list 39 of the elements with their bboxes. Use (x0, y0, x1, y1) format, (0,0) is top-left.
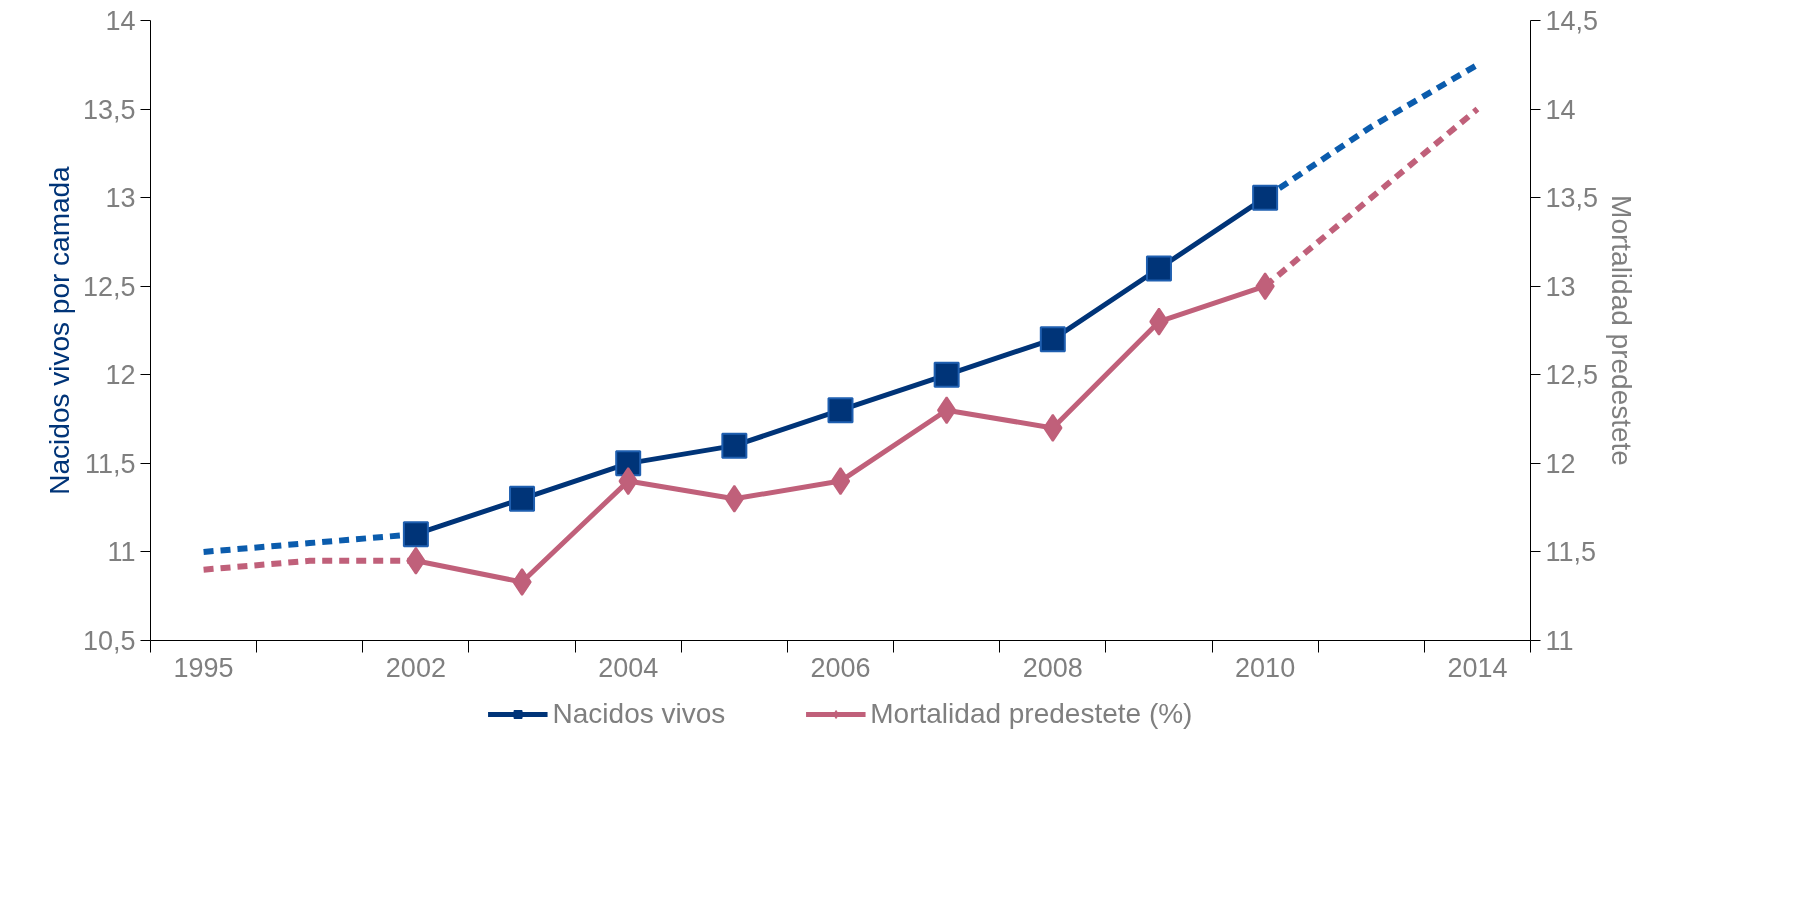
point (1252, 184, 1279, 211)
x-tick-label: 2014 (1447, 652, 1508, 683)
y-tick-label: 14 (105, 6, 136, 36)
point (509, 485, 536, 512)
y2-tick-label: 12 (1545, 448, 1576, 479)
point (830, 467, 851, 496)
point (827, 397, 854, 424)
y-tick-label: 10,5 (82, 626, 136, 656)
x-tick-label: 1995 (173, 652, 234, 683)
y2-tick-label: 14,5 (1545, 6, 1599, 36)
y2-tick-label: 11 (1545, 626, 1574, 656)
y-tick-label: 13 (105, 183, 136, 214)
point (402, 521, 429, 548)
legend-label: Mortalidad predestete (%) (870, 698, 1193, 730)
y-tick-label: 12,5 (82, 271, 136, 302)
point (721, 432, 748, 459)
x-tick-label: 2010 (1235, 652, 1296, 683)
point (615, 450, 642, 477)
y-axis-title: Nacidos vivos por camada (43, 165, 75, 495)
point (1039, 326, 1066, 353)
y-tick-label: 11 (107, 537, 136, 568)
y2-tick-label: 13,5 (1545, 183, 1599, 214)
point (1145, 255, 1172, 282)
x-tick-label: 2008 (1022, 652, 1083, 683)
x-tick-label: 2002 (385, 652, 446, 683)
legend-label: Nacidos vivos (552, 698, 726, 730)
x-tick-label: 2004 (598, 652, 659, 683)
y2-tick-label: 12,5 (1545, 360, 1599, 391)
y-tick-label: 13,5 (82, 94, 136, 125)
point (933, 361, 960, 388)
y2-axis-title: Mortalidad predestete (1606, 195, 1638, 466)
y-tick-label: 11,5 (84, 448, 136, 479)
y2-tick-label: 11,5 (1545, 537, 1597, 568)
point (724, 484, 745, 513)
y-tick-label: 12 (105, 360, 136, 391)
point (936, 396, 957, 425)
y2-tick-label: 14 (1545, 94, 1576, 125)
y2-tick-label: 13 (1545, 271, 1576, 302)
x-tick-label: 2006 (810, 652, 871, 683)
